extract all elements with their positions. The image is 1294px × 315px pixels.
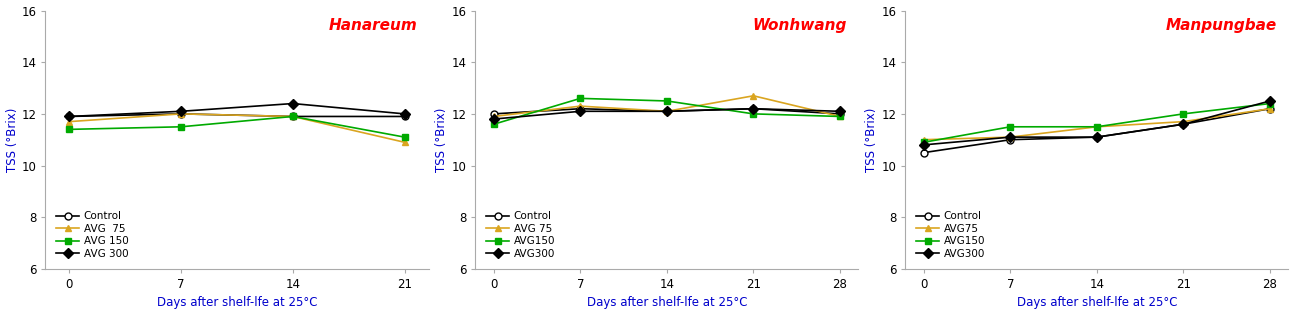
Control xyxy=(173,112,189,116)
AVG300 xyxy=(573,109,589,113)
AVG150 xyxy=(1003,125,1018,129)
AVG150 xyxy=(916,140,932,144)
Legend: Control, AVG 75, AVG150, AVG300: Control, AVG 75, AVG150, AVG300 xyxy=(484,209,558,261)
AVG75 xyxy=(1090,125,1105,129)
Control xyxy=(1090,135,1105,139)
Line: AVG75: AVG75 xyxy=(920,105,1273,143)
Control xyxy=(659,109,674,113)
AVG300 xyxy=(745,107,761,111)
AVG300 xyxy=(1262,99,1277,103)
Control xyxy=(285,115,300,118)
AVG 300 xyxy=(285,102,300,106)
AVG300 xyxy=(1003,135,1018,139)
Line: Control: Control xyxy=(920,105,1273,156)
Legend: Control, AVG75, AVG150, AVG300: Control, AVG75, AVG150, AVG300 xyxy=(915,209,987,261)
AVG150 xyxy=(832,115,848,118)
Line: Control: Control xyxy=(66,110,408,120)
Text: Manpungbae: Manpungbae xyxy=(1166,18,1277,33)
AVG 75 xyxy=(659,109,674,113)
Y-axis label: TSS (°Brix): TSS (°Brix) xyxy=(436,107,449,172)
AVG 300 xyxy=(397,112,413,116)
X-axis label: Days after shelf-lfe at 25°C: Days after shelf-lfe at 25°C xyxy=(157,296,317,309)
Line: AVG300: AVG300 xyxy=(490,105,844,123)
AVG300 xyxy=(487,117,502,121)
AVG75 xyxy=(1003,135,1018,139)
AVG300 xyxy=(1090,135,1105,139)
AVG  75 xyxy=(397,140,413,144)
AVG150 xyxy=(573,96,589,100)
AVG75 xyxy=(1262,107,1277,111)
Control xyxy=(397,115,413,118)
AVG 150 xyxy=(397,135,413,139)
AVG150 xyxy=(1262,102,1277,106)
AVG150 xyxy=(1176,112,1192,116)
Text: Wonhwang: Wonhwang xyxy=(753,18,848,33)
AVG300 xyxy=(916,143,932,147)
AVG 150 xyxy=(173,125,189,129)
AVG 150 xyxy=(62,128,78,131)
Control xyxy=(832,112,848,116)
AVG75 xyxy=(1176,120,1192,123)
AVG 75 xyxy=(832,115,848,118)
AVG 300 xyxy=(62,115,78,118)
Y-axis label: TSS (°Brix): TSS (°Brix) xyxy=(866,107,879,172)
AVG  75 xyxy=(173,112,189,116)
Line: AVG300: AVG300 xyxy=(920,97,1273,148)
AVG150 xyxy=(487,122,502,126)
X-axis label: Days after shelf-lfe at 25°C: Days after shelf-lfe at 25°C xyxy=(1017,296,1178,309)
X-axis label: Days after shelf-lfe at 25°C: Days after shelf-lfe at 25°C xyxy=(586,296,747,309)
Line: AVG 150: AVG 150 xyxy=(66,113,408,140)
AVG 150 xyxy=(285,115,300,118)
Y-axis label: TSS (°Brix): TSS (°Brix) xyxy=(5,107,18,172)
AVG300 xyxy=(832,109,848,113)
AVG150 xyxy=(745,112,761,116)
AVG150 xyxy=(659,99,674,103)
AVG 75 xyxy=(487,115,502,118)
AVG  75 xyxy=(285,115,300,118)
Line: Control: Control xyxy=(490,105,844,117)
AVG  75 xyxy=(62,120,78,123)
Line: AVG150: AVG150 xyxy=(920,100,1273,146)
Control xyxy=(573,107,589,111)
Line: AVG 300: AVG 300 xyxy=(66,100,408,120)
Control xyxy=(62,115,78,118)
AVG150 xyxy=(1090,125,1105,129)
Control xyxy=(745,107,761,111)
AVG 75 xyxy=(573,104,589,108)
Text: Hanareum: Hanareum xyxy=(329,18,417,33)
AVG75 xyxy=(916,138,932,142)
Control xyxy=(487,112,502,116)
Control xyxy=(1003,138,1018,142)
Control xyxy=(916,151,932,155)
AVG300 xyxy=(1176,122,1192,126)
Line: AVG150: AVG150 xyxy=(490,95,844,128)
Line: AVG  75: AVG 75 xyxy=(66,110,408,146)
Line: AVG 75: AVG 75 xyxy=(490,92,844,120)
Legend: Control, AVG  75, AVG 150, AVG 300: Control, AVG 75, AVG 150, AVG 300 xyxy=(54,209,131,261)
AVG 300 xyxy=(173,109,189,113)
Control xyxy=(1176,122,1192,126)
AVG 75 xyxy=(745,94,761,98)
Control xyxy=(1262,107,1277,111)
AVG300 xyxy=(659,109,674,113)
